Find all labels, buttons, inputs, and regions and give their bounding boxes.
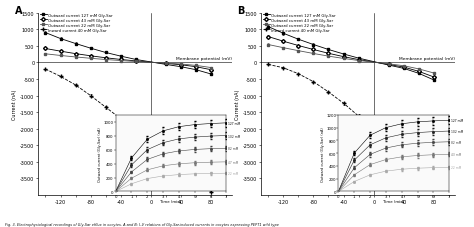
Y-axis label: Current (nA): Current (nA) [12, 89, 18, 120]
Y-axis label: Current (nA): Current (nA) [235, 89, 240, 120]
Legend: Outward current 127 mM Gly-Sar, Outward current 43 mM Gly-Sar, Outward current 2: Outward current 127 mM Gly-Sar, Outward … [263, 14, 336, 32]
Text: Fig. 3. Electrophysiological recordings of Gly-Sar efflux in oocytes. A and B: I: Fig. 3. Electrophysiological recordings … [5, 222, 279, 226]
Text: A: A [15, 6, 22, 16]
Text: Membrane potential (mV): Membrane potential (mV) [176, 57, 232, 61]
Text: Membrane potential (mV): Membrane potential (mV) [399, 57, 455, 61]
Text: B: B [237, 6, 245, 16]
Legend: Outward current 127 mM Gly-Sar, Outward current 43 mM Gly-Sar, Outward current 2: Outward current 127 mM Gly-Sar, Outward … [40, 14, 113, 32]
